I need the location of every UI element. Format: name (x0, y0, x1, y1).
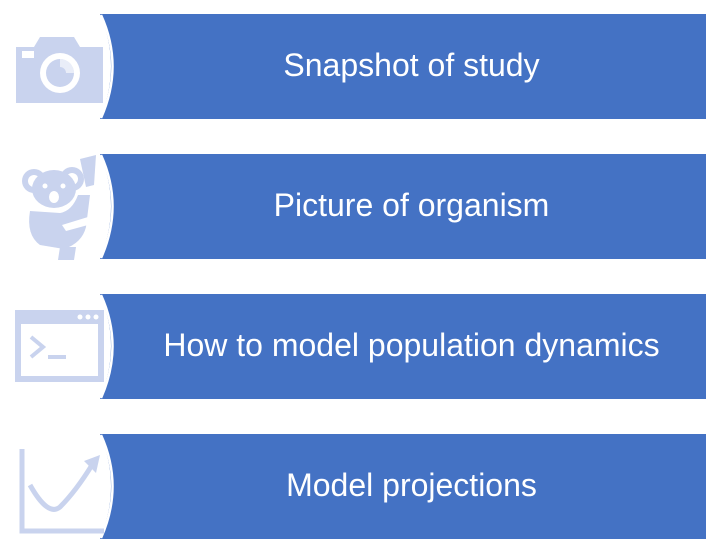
chevron-bar (99, 294, 706, 399)
item-label: Snapshot of study (283, 46, 540, 83)
chevron-bar (99, 434, 706, 539)
trend-chart-icon (19, 449, 104, 534)
terminal-icon (15, 310, 104, 382)
koala-icon (22, 155, 96, 260)
chevron-bar (99, 14, 706, 119)
item-label: Picture of organism (273, 186, 550, 223)
list-item-model-dynamics: How to model population dynamics (0, 293, 723, 401)
camera-icon (16, 37, 103, 103)
item-label: Model projections (286, 466, 537, 503)
list-item-projections: Model projections (0, 433, 723, 541)
chevron-bar (99, 154, 706, 259)
list-item-organism: Picture of organism (0, 153, 723, 261)
list-item-snapshot: Snapshot of study (0, 13, 723, 121)
item-label: How to model population dynamics (163, 326, 660, 363)
